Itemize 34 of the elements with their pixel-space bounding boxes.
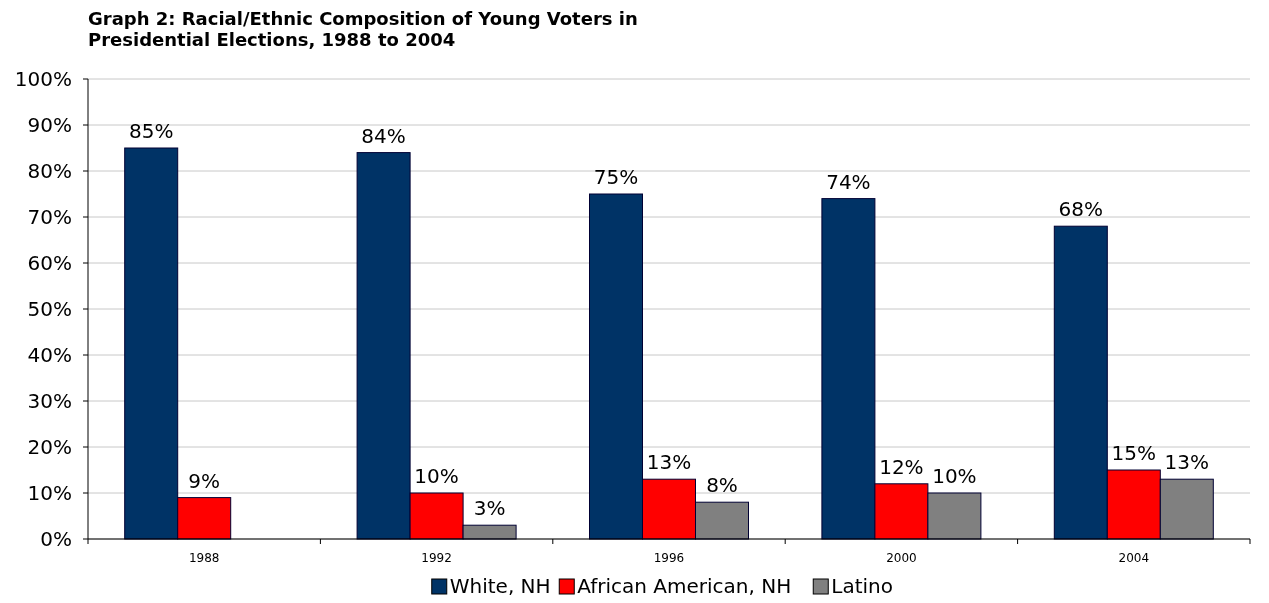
x-tick-label: 1988 xyxy=(188,551,220,565)
x-tick-label: 1992 xyxy=(421,551,452,565)
data-label: 13% xyxy=(1164,450,1210,475)
y-tick-label: 20% xyxy=(27,435,72,459)
legend-label: White, NH xyxy=(449,574,551,598)
x-tick-label: 2000 xyxy=(886,551,917,565)
data-label: 85% xyxy=(128,119,174,143)
data-label: 13% xyxy=(646,450,692,475)
x-tick-label: 2004 xyxy=(1118,551,1150,565)
y-tick-label: 90% xyxy=(27,113,72,137)
data-label: 8% xyxy=(706,473,738,498)
chart-title: Graph 2: Racial/Ethnic Composition of Young Voters in Presidential Elections, 1988 to 2004 xyxy=(88,8,638,50)
y-tick-label: 80% xyxy=(27,159,72,183)
y-tick-label: 50% xyxy=(27,297,72,321)
y-tick-label: 100% xyxy=(14,67,72,91)
y-tick-label: 0% xyxy=(40,527,72,551)
data-label: 68% xyxy=(1058,197,1104,222)
legend-label: Latino xyxy=(831,574,893,598)
data-label: 74% xyxy=(826,169,871,194)
y-tick-label: 40% xyxy=(27,343,72,367)
y-tick-label: 60% xyxy=(27,251,72,275)
y-tick-label: 70% xyxy=(27,205,72,229)
legend-label: African American, NH xyxy=(577,574,792,598)
data-label: 9% xyxy=(188,468,221,493)
y-tick-label: 30% xyxy=(27,389,72,413)
data-label: 12% xyxy=(879,454,924,479)
data-label: 84% xyxy=(361,123,406,148)
data-label: 75% xyxy=(593,165,639,189)
data-label: 15% xyxy=(1111,441,1157,465)
data-label: 10% xyxy=(414,464,459,488)
data-label: 3% xyxy=(473,496,506,521)
data-label: 10% xyxy=(932,464,977,488)
y-tick-label: 10% xyxy=(27,481,72,505)
x-tick-label: 1996 xyxy=(653,551,685,565)
